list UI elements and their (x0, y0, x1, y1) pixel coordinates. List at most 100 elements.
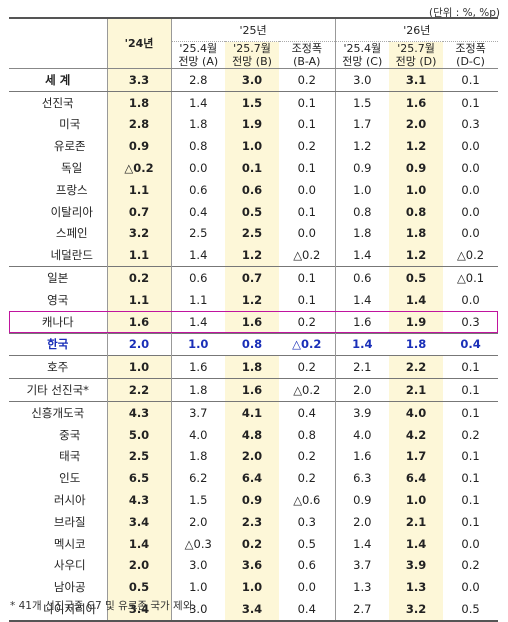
cell-c: 0.6 (335, 266, 390, 289)
cell-dc: 0.0 (461, 580, 480, 595)
cell-y24: 0.2 (107, 266, 172, 289)
cell-d: 2.1 (389, 378, 444, 402)
cell-d: 1.8 (389, 222, 444, 245)
cell-c: 1.5 (335, 90, 390, 114)
cell-dc: △0.1 (443, 266, 499, 289)
cell-b: 1.0 (225, 135, 279, 158)
header-col-b: '25.7월 전망 (B) (225, 41, 279, 69)
cell-d: 3.1 (389, 68, 444, 92)
cell-b: 1.5 (225, 90, 279, 114)
cell-y24: 1.4 (107, 532, 172, 555)
cell-d: 2.0 (389, 113, 444, 136)
cell-ba: 0.1 (279, 288, 336, 311)
cell-a: 3.7 (171, 400, 225, 424)
cell-dc: 0.0 (461, 536, 480, 551)
cell-y24: 1.1 (107, 244, 172, 267)
unit-note: (단위 : %, %p) (428, 7, 500, 19)
cell-y24: 1.8 (107, 90, 172, 114)
cell-dc: 0.5 (443, 598, 499, 622)
cell-ba: 0.2 (279, 310, 336, 334)
cell-a: 0.6 (189, 182, 208, 197)
cell-dc: 0.3 (461, 314, 480, 329)
cell-c: 1.6 (353, 449, 372, 464)
cell-d: 1.2 (389, 244, 444, 267)
cell-dc: 0.1 (443, 355, 499, 379)
cell-y24: 2.0 (107, 332, 172, 356)
row-name: 호주 (9, 355, 108, 379)
cell-ba: 0.4 (279, 400, 336, 424)
cell-a: 2.0 (189, 514, 208, 529)
cell-dc: 0.2 (461, 427, 480, 442)
cell-a: 2.5 (189, 226, 208, 241)
row-name: 캐나다 (9, 310, 108, 334)
cell-dc: 0.0 (461, 182, 480, 197)
cell-c: 1.4 (335, 332, 390, 356)
cell-dc: 0.3 (461, 117, 480, 132)
table-row: 영국 1.1 1.1 1.2 0.1 1.4 1.4 0.0 (9, 288, 498, 311)
row-name: 신흥개도국 (9, 400, 108, 424)
cell-c: 1.2 (353, 139, 372, 154)
cell-y24: 6.5 (107, 467, 172, 490)
cell-dc: 0.1 (461, 449, 480, 464)
table-row: 중국 5.0 4.0 4.8 0.8 4.0 4.2 0.2 (9, 423, 498, 446)
cell-ba: 0.1 (279, 266, 336, 289)
cell-c: 2.1 (335, 355, 390, 379)
cell-y24: △0.2 (107, 157, 172, 179)
cell-ba: 0.0 (279, 178, 336, 201)
cell-a: 1.0 (171, 332, 225, 356)
cell-y24: 1.1 (107, 178, 172, 201)
cell-b: 3.4 (225, 598, 279, 622)
cell-dc: 0.0 (461, 139, 480, 154)
table-row: 프랑스 1.1 0.6 0.6 0.0 1.0 1.0 0.0 (9, 178, 498, 201)
cell-a: 0.4 (189, 204, 208, 219)
cell-b: 4.1 (225, 400, 279, 424)
cell-b: 1.6 (225, 378, 279, 402)
table-row: 세 계 3.3 2.8 3.0 0.2 3.0 3.1 0.1 (9, 68, 499, 92)
table-row: 기타 선진국* 2.2 1.8 1.6 △0.2 2.0 2.1 0.1 (9, 378, 499, 402)
row-name: 세 계 (9, 68, 108, 92)
cell-d: 4.2 (389, 423, 444, 446)
cell-d: 1.2 (389, 135, 444, 158)
cell-c: 0.9 (353, 493, 372, 508)
cell-d: 1.0 (389, 178, 444, 201)
cell-ba: 0.4 (279, 598, 336, 622)
table-row: 일본 0.2 0.6 0.7 0.1 0.6 0.5 △0.1 (9, 266, 499, 289)
cell-b: 2.5 (225, 222, 279, 245)
cell-ba: 0.5 (279, 532, 336, 555)
cell-a: 1.8 (189, 117, 208, 132)
cell-ba: 0.3 (279, 510, 336, 533)
cell-dc: 0.1 (461, 493, 480, 508)
cell-c: 0.9 (353, 161, 372, 176)
row-name: 나이지리아 (9, 598, 108, 622)
cell-d: 1.8 (389, 332, 444, 356)
cell-d: 1.6 (389, 90, 444, 114)
cell-dc: 0.4 (443, 332, 499, 356)
row-name: 유로존 (9, 135, 108, 158)
row-name: 브라질 (9, 510, 108, 533)
cell-c: 3.9 (335, 400, 390, 424)
cell-ba: 0.1 (279, 200, 336, 223)
cell-d: 1.4 (389, 288, 444, 311)
row-name: 멕시코 (9, 532, 108, 555)
cell-dc: 0.1 (443, 378, 499, 402)
cell-ba: 0.0 (279, 576, 336, 599)
cell-ba: 0.1 (279, 90, 336, 114)
row-name: 사우디 (9, 554, 108, 577)
row-name: 영국 (9, 288, 108, 311)
cell-y24: 3.3 (107, 68, 172, 92)
cell-a: 1.0 (189, 580, 208, 595)
cell-c: 2.0 (353, 514, 372, 529)
cell-y24: 5.0 (107, 423, 172, 446)
cell-y24: 4.3 (107, 489, 172, 511)
cell-dc: 0.1 (461, 471, 480, 486)
table-row: 캐나다 1.6 1.4 1.6 0.2 1.6 1.9 0.3 (9, 310, 498, 334)
table-row: 나이지리아 3.4 3.0 3.4 0.4 2.7 3.2 0.5 (9, 598, 499, 622)
cell-a: 0.6 (171, 266, 225, 289)
cell-b: 0.6 (225, 178, 279, 201)
header-col-a: '25.4월 전망 (A) (171, 41, 225, 69)
growth-forecast-table: '24년 '25년 '26년 '25.4월 전망 (A) '25.7월 전망 (B)… (9, 17, 499, 622)
row-name: 러시아 (9, 489, 108, 511)
cell-b: 3.0 (225, 68, 279, 92)
table-row: 스페인 3.2 2.5 2.5 0.0 1.8 1.8 0.0 (9, 222, 498, 245)
header-col-ba: 조정폭 (B-A) (279, 41, 336, 69)
